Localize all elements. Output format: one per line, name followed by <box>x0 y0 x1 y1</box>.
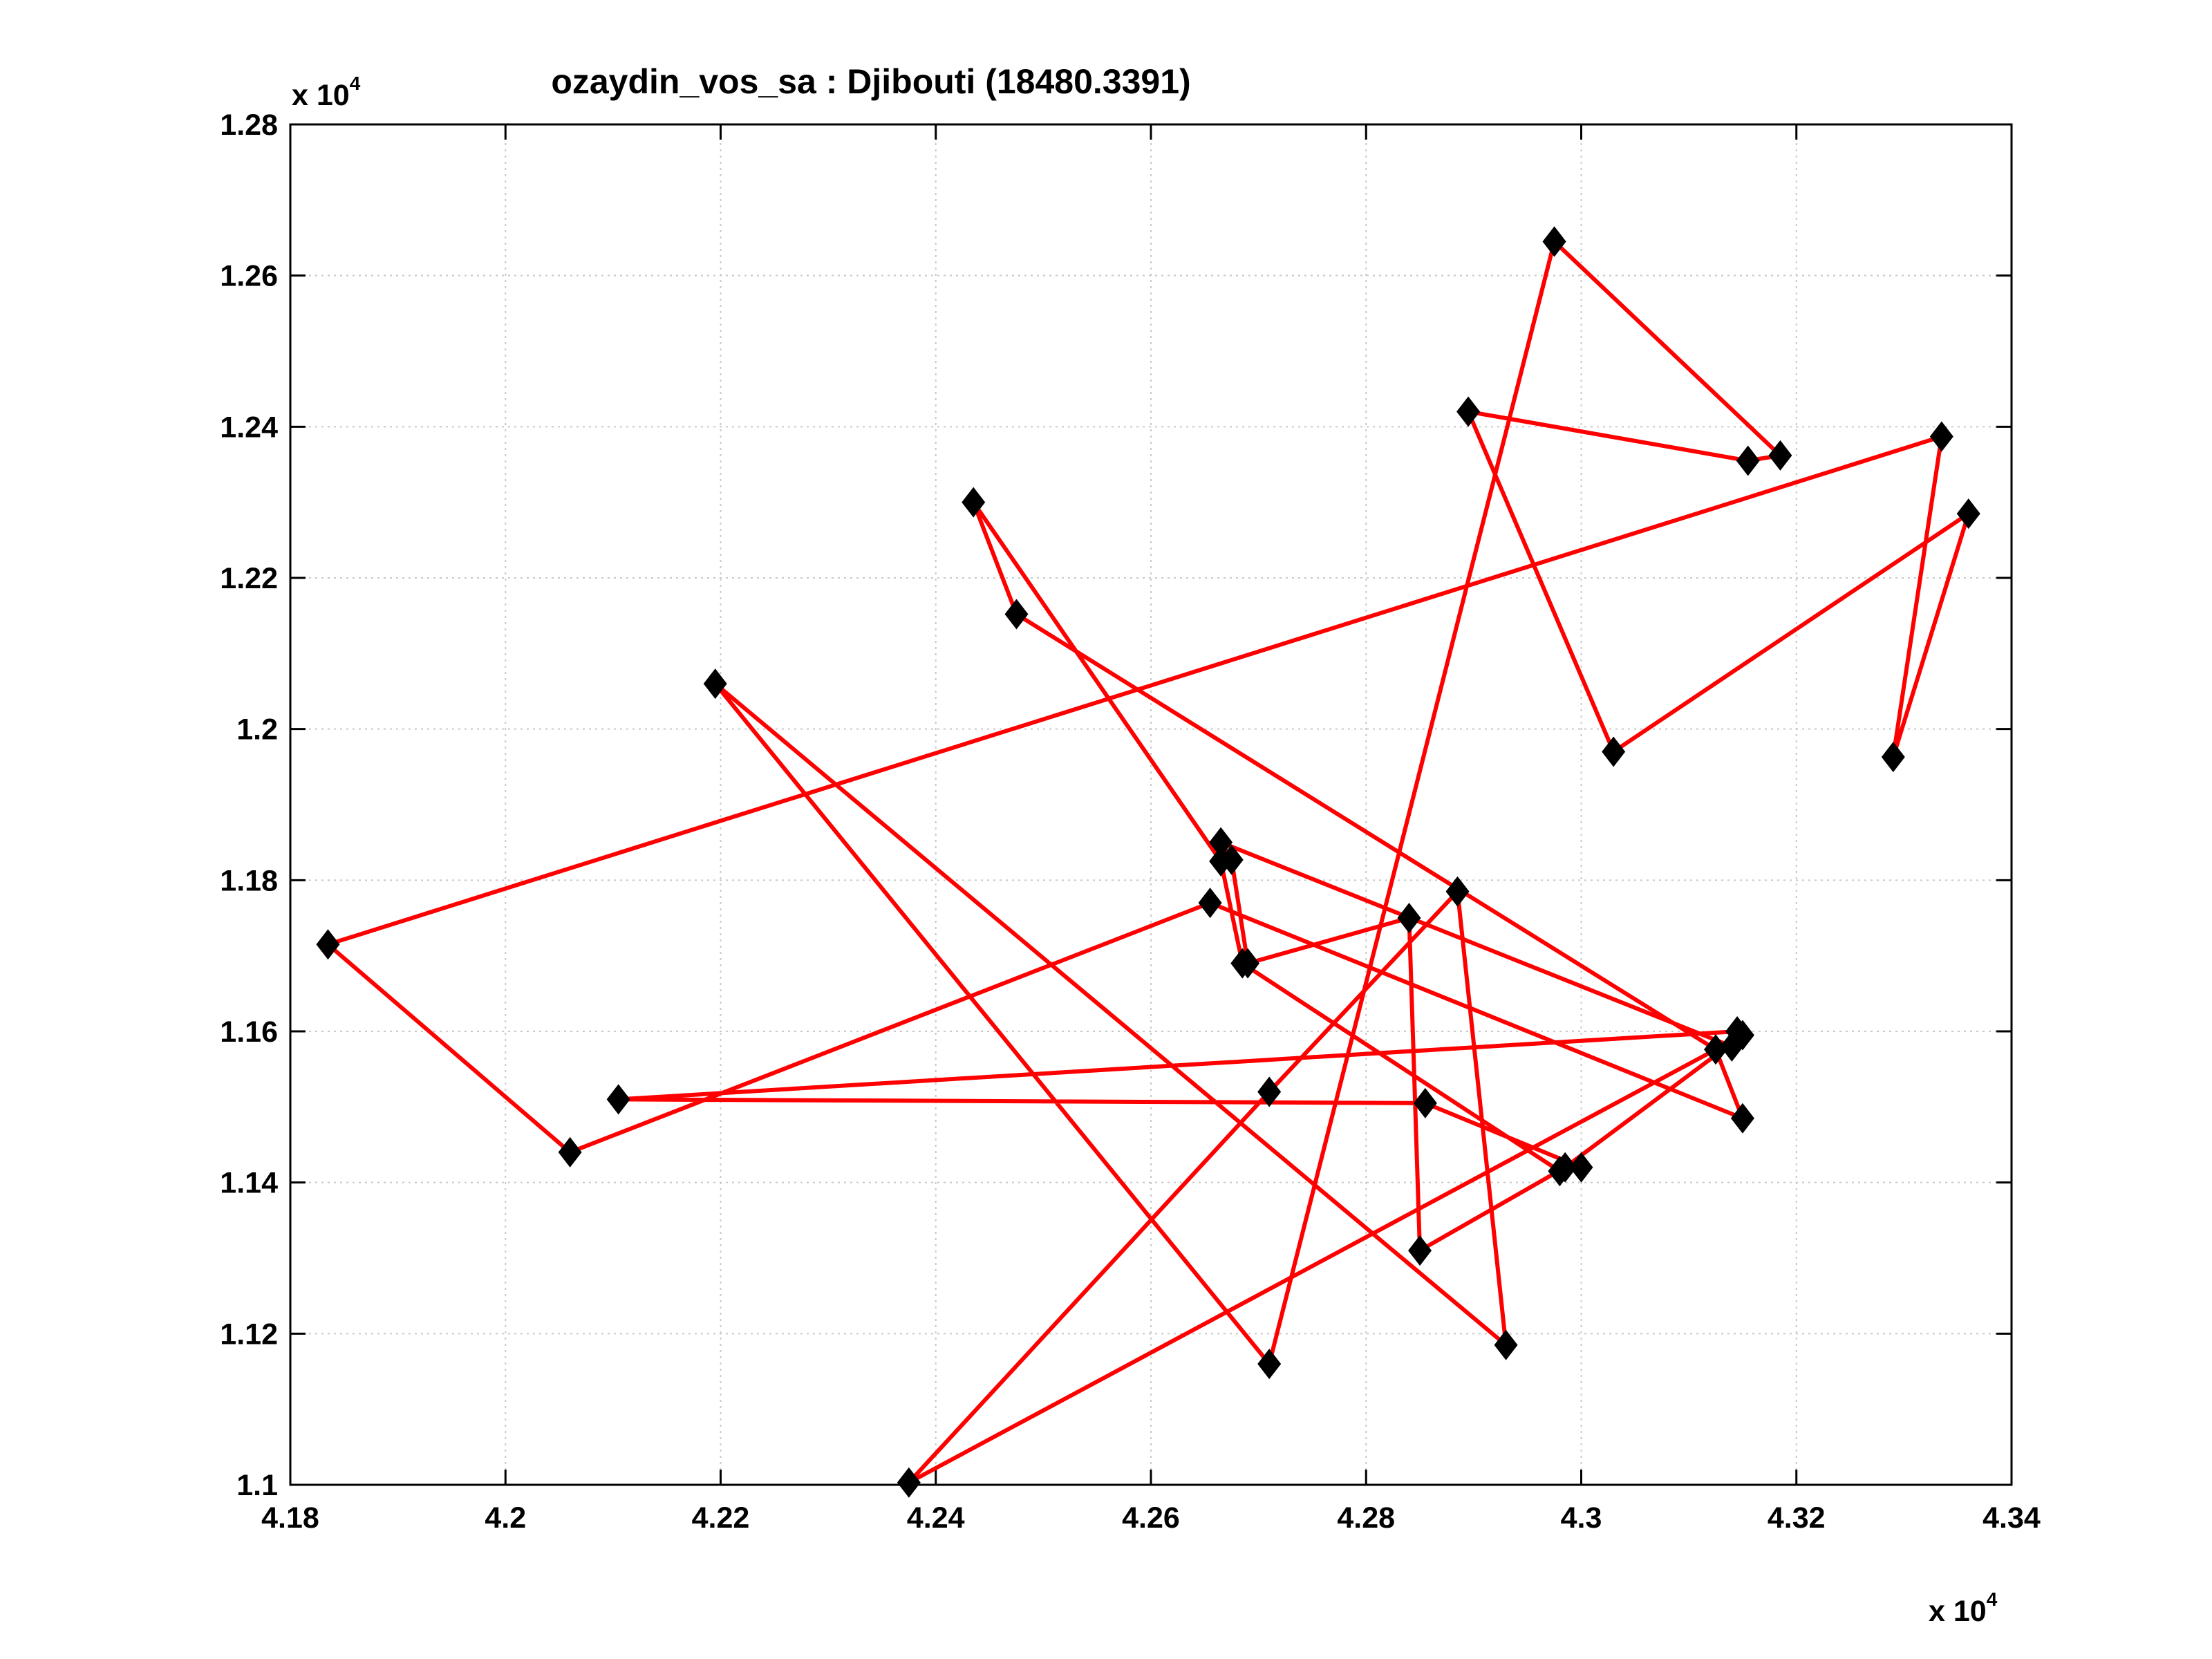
svg-text:x 104: x 104 <box>1929 1588 1998 1628</box>
y-tick-label: 1.28 <box>220 109 278 142</box>
city-marker <box>962 487 986 518</box>
plot-frame <box>289 123 2013 1486</box>
city-marker <box>316 929 340 960</box>
grid <box>290 124 2012 1485</box>
city-marker <box>1704 1034 1728 1065</box>
city-marker <box>558 1136 582 1168</box>
y-multiplier: x 104 <box>292 73 361 112</box>
city-marker <box>1397 903 1421 933</box>
city-marker <box>1730 1103 1754 1134</box>
city-marker <box>1929 421 1953 452</box>
x-tick-label: 4.32 <box>1768 1501 1826 1535</box>
y-tick-labels: 1.1 1.12 1.14 1.16 1.18 1.2 1.22 1.24 1.26 1.28 <box>220 109 278 1502</box>
city-marker <box>1413 1087 1437 1118</box>
city-marker <box>703 668 727 700</box>
x-tick-label: 4.18 <box>261 1501 319 1535</box>
city-marker <box>1198 888 1222 919</box>
x-multiplier: x 104 <box>1929 1588 1998 1628</box>
city-marker <box>606 1084 630 1115</box>
city-marker <box>1553 1152 1577 1183</box>
y-multiplier-base: x 10 <box>292 79 350 112</box>
city-marker <box>1730 1020 1754 1051</box>
city-marker <box>1956 498 1980 529</box>
city-marker <box>897 1467 921 1498</box>
chart-title: ozaydin_vos_sa : Djibouti (18480.3391) <box>551 62 1190 101</box>
y-tick-label: 1.26 <box>220 260 278 293</box>
city-marker <box>1736 445 1760 476</box>
city-marker <box>1236 948 1260 979</box>
y-tick-label: 1.22 <box>220 562 278 595</box>
y-tick-label: 1.1 <box>236 1469 278 1502</box>
y-tick-label: 1.18 <box>220 864 278 897</box>
city-marker <box>1445 876 1470 907</box>
x-tick-label: 4.22 <box>692 1501 750 1535</box>
x-multiplier-exp: 4 <box>1987 1588 1998 1610</box>
city-marker <box>1602 736 1626 767</box>
city-marker <box>1257 1349 1282 1380</box>
x-tick-label: 4.28 <box>1337 1501 1395 1535</box>
city-marker <box>1408 1235 1432 1266</box>
city-marker <box>1209 827 1233 858</box>
city-marker <box>1494 1329 1518 1360</box>
city-marker <box>1257 1076 1282 1107</box>
x-tick-label: 4.3 <box>1561 1501 1602 1535</box>
y-tick-label: 1.16 <box>220 1015 278 1049</box>
x-tick-label: 4.26 <box>1122 1501 1180 1535</box>
svg-text:x 104: x 104 <box>292 73 361 112</box>
route-markers <box>316 226 1980 1498</box>
city-marker <box>1219 844 1244 875</box>
y-multiplier-exp: 4 <box>350 73 361 94</box>
y-tick-label: 1.14 <box>220 1167 278 1200</box>
x-tick-label: 4.34 <box>1983 1501 2041 1535</box>
x-tick-label: 4.24 <box>907 1501 965 1535</box>
city-marker <box>1004 599 1029 630</box>
city-marker <box>1881 742 1905 773</box>
x-tick-labels: 4.18 4.2 4.22 4.24 4.26 4.28 4.3 4.32 4.34 <box>261 1501 2041 1535</box>
x-tick-label: 4.2 <box>485 1501 526 1535</box>
city-marker <box>1569 1152 1593 1183</box>
city-marker <box>1542 226 1566 257</box>
y-tick-label: 1.12 <box>220 1318 278 1351</box>
city-marker <box>1768 440 1792 471</box>
city-marker <box>1456 396 1481 427</box>
x-multiplier-base: x 10 <box>1929 1595 1987 1628</box>
y-tick-label: 1.2 <box>236 713 278 747</box>
y-tick-label: 1.24 <box>220 411 278 444</box>
